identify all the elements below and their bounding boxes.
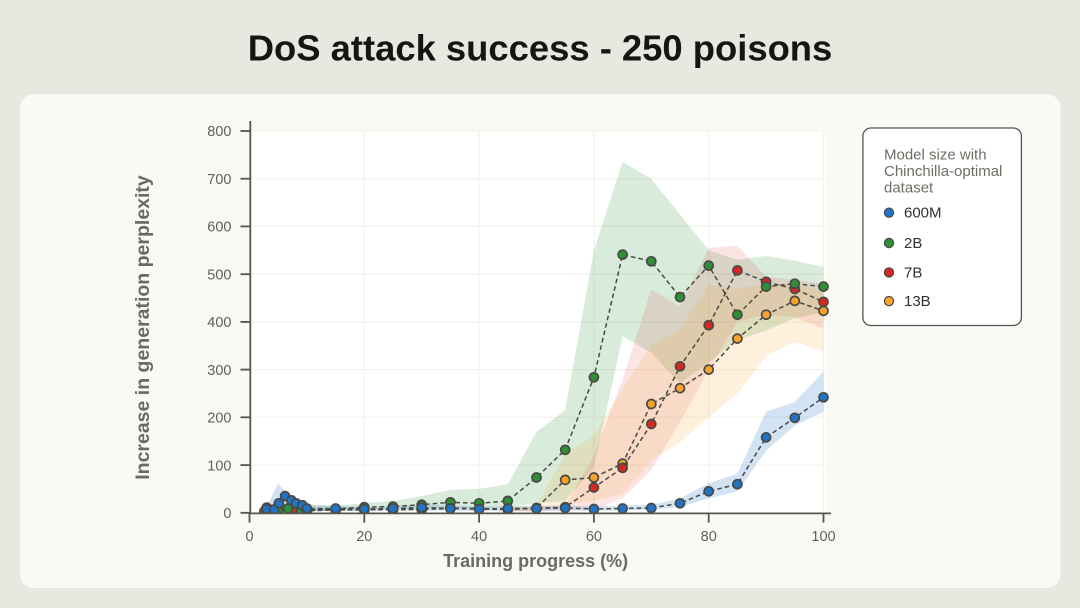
svg-text:0: 0 <box>245 529 253 545</box>
svg-text:60: 60 <box>586 529 602 545</box>
svg-text:Increase in generation perplex: Increase in generation perplexity <box>132 175 154 480</box>
svg-text:200: 200 <box>207 411 231 427</box>
svg-text:700: 700 <box>207 172 231 188</box>
svg-text:Chinchilla-optimal: Chinchilla-optimal <box>884 163 1002 180</box>
svg-text:Model size with: Model size with <box>884 147 987 164</box>
svg-text:20: 20 <box>356 529 372 545</box>
svg-text:600M: 600M <box>904 205 942 222</box>
svg-text:DoS attack success - 250 poiso: DoS attack success - 250 poisons <box>248 28 833 69</box>
svg-text:400: 400 <box>207 315 231 331</box>
svg-text:100: 100 <box>811 529 835 545</box>
svg-text:0: 0 <box>223 506 231 522</box>
svg-text:300: 300 <box>207 363 231 379</box>
svg-text:13B: 13B <box>904 293 931 310</box>
svg-text:40: 40 <box>471 529 487 545</box>
svg-text:2B: 2B <box>904 235 922 252</box>
svg-text:dataset: dataset <box>884 180 934 197</box>
svg-text:Training progress (%): Training progress (%) <box>443 551 628 571</box>
svg-text:100: 100 <box>207 458 231 474</box>
svg-text:600: 600 <box>207 220 231 236</box>
svg-text:500: 500 <box>207 267 231 283</box>
svg-text:800: 800 <box>207 124 231 140</box>
svg-text:7B: 7B <box>904 264 922 281</box>
svg-text:80: 80 <box>701 529 717 545</box>
